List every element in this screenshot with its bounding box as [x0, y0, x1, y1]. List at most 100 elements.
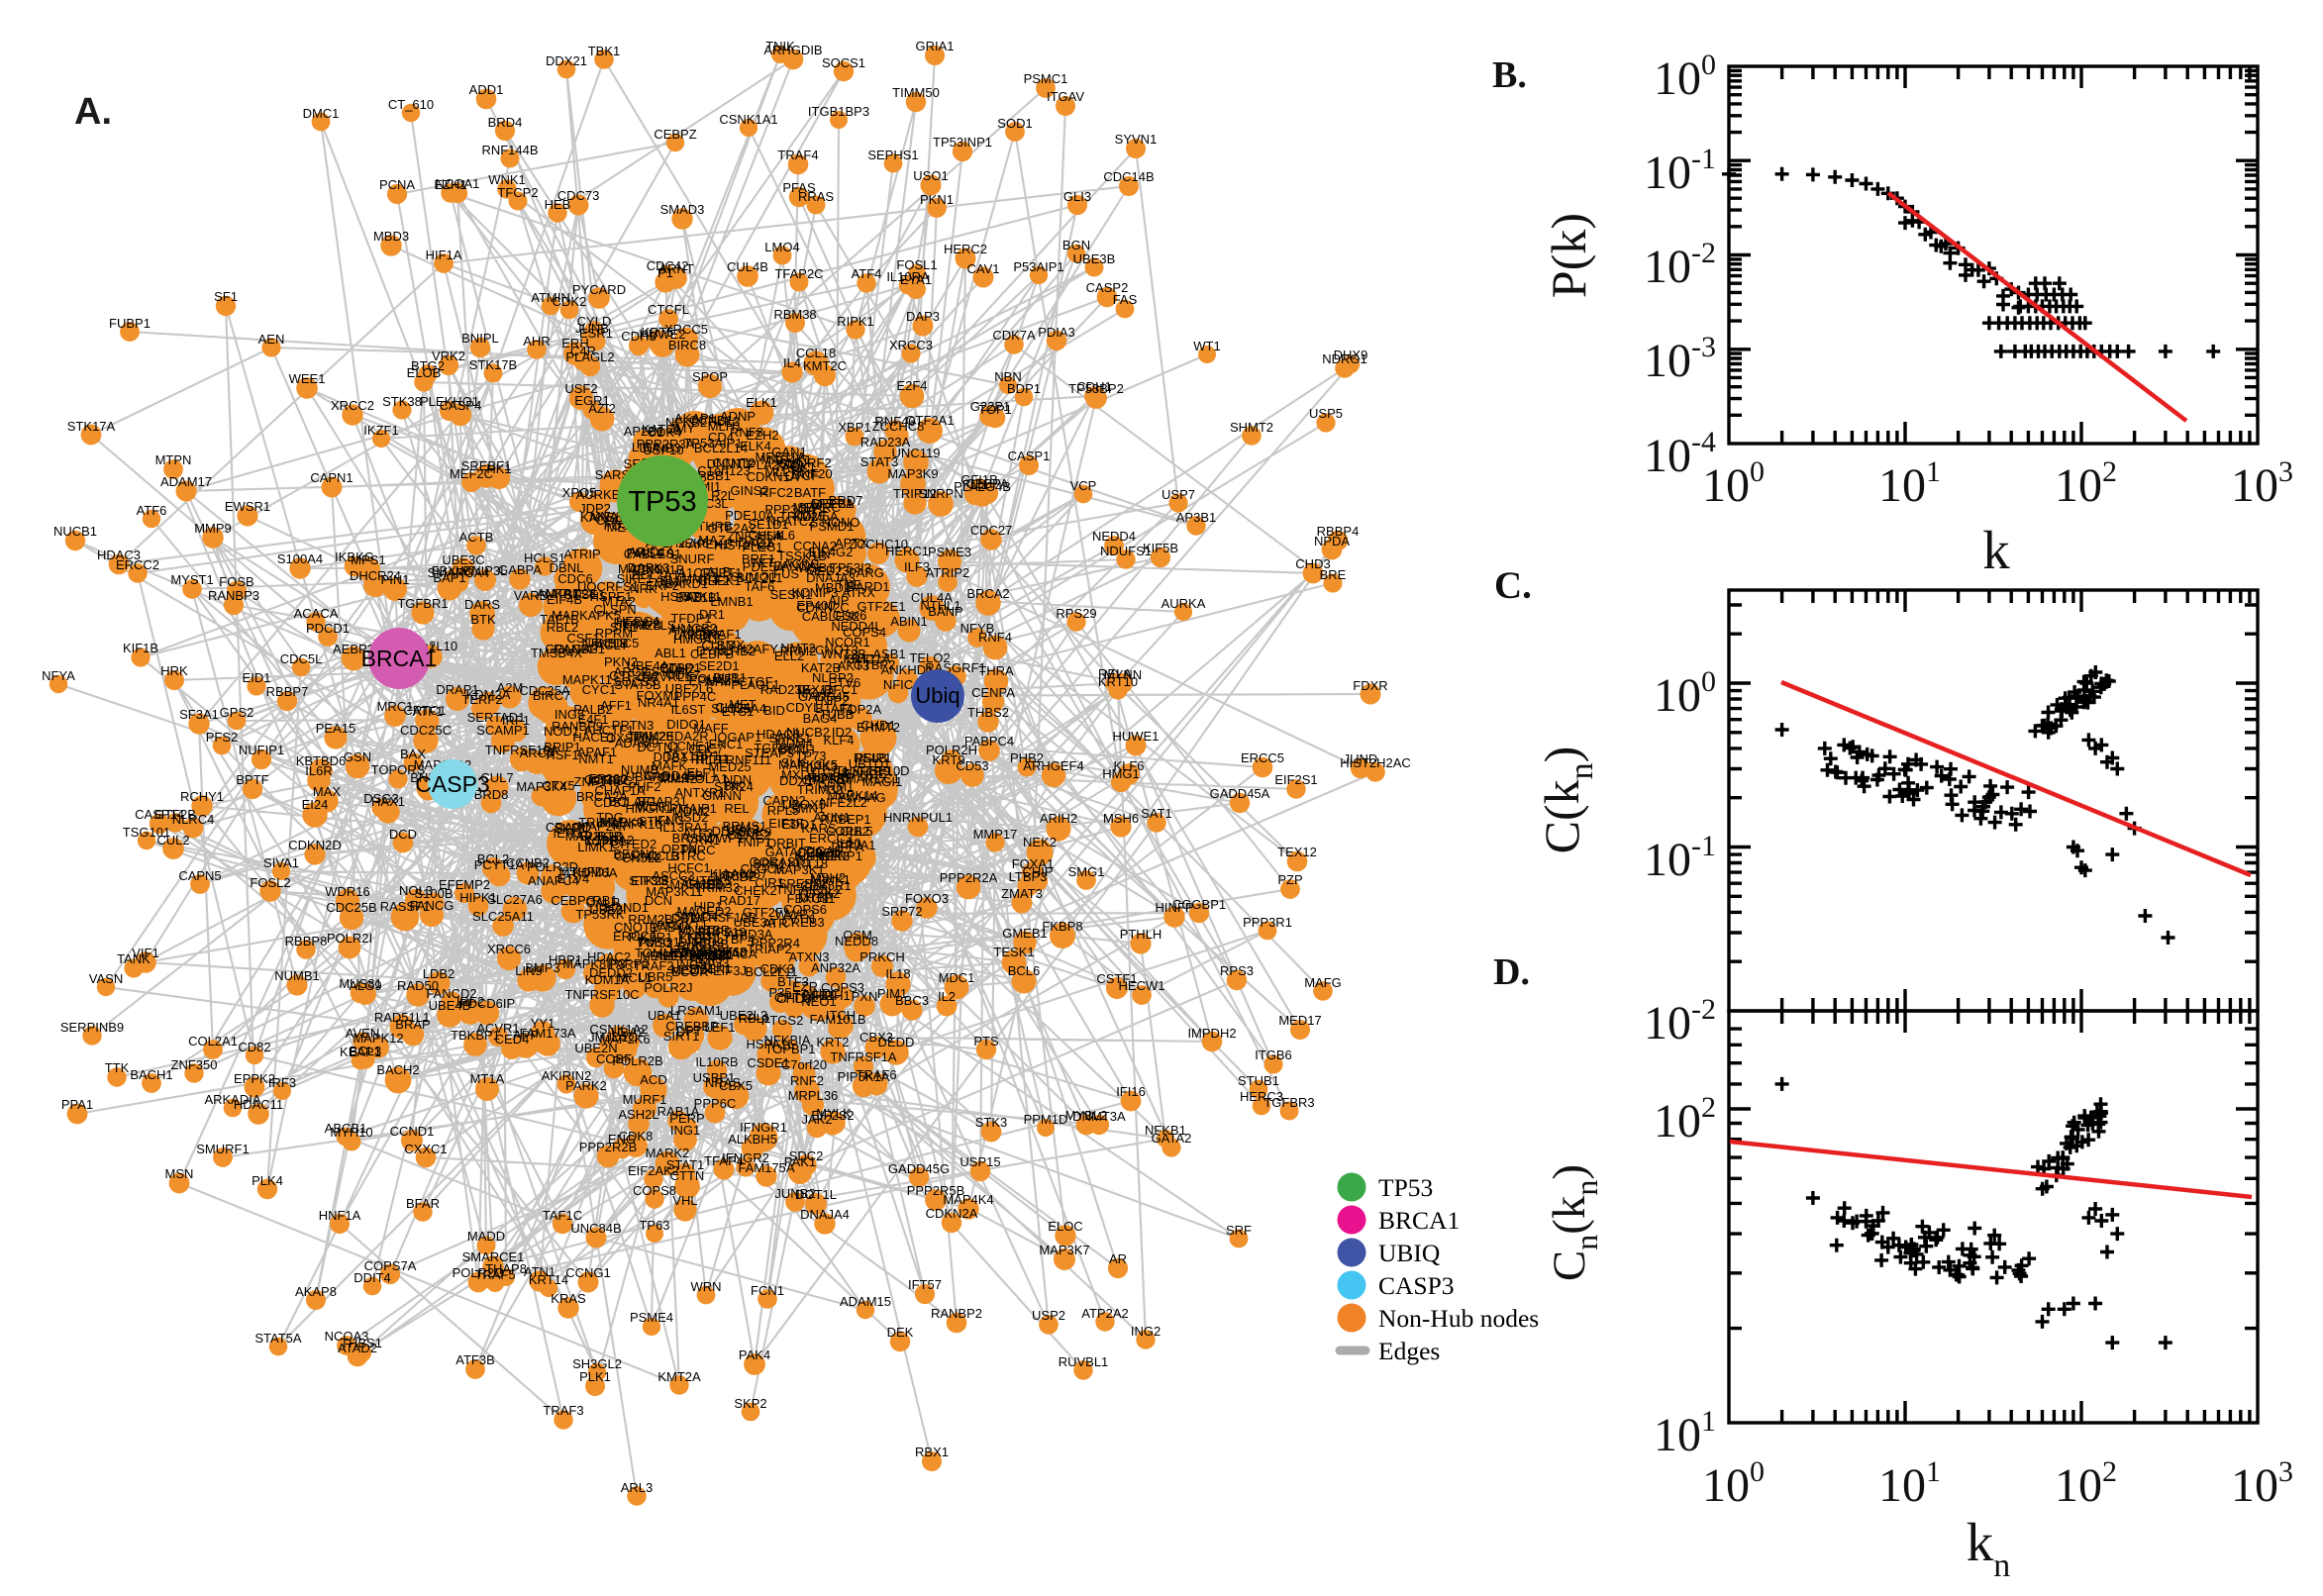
svg-text:FOXM1: FOXM1 [637, 688, 681, 703]
svg-text:DAP3: DAP3 [906, 309, 940, 324]
svg-text:SREBF1: SREBF1 [461, 458, 512, 473]
svg-text:ACD: ACD [640, 1072, 666, 1087]
svg-text:PAK4: PAK4 [739, 1347, 770, 1362]
svg-text:CDC14B: CDC14B [1103, 169, 1154, 184]
svg-text:UBAP2: UBAP2 [626, 769, 668, 784]
svg-text:BARD1: BARD1 [847, 579, 889, 594]
svg-text:A1CF: A1CF [677, 565, 710, 580]
svg-text:SESN1: SESN1 [770, 587, 813, 602]
svg-text:ERCC6: ERCC6 [613, 929, 656, 944]
svg-text:CXXC1: CXXC1 [404, 1142, 447, 1156]
svg-text:BRE: BRE [1320, 567, 1347, 582]
svg-text:SMAD3: SMAD3 [660, 202, 705, 217]
svg-text:KRT14: KRT14 [529, 1272, 568, 1287]
svg-text:ITGB1BP3: ITGB1BP3 [808, 104, 869, 119]
svg-text:ITGB6: ITGB6 [1255, 1047, 1292, 1062]
svg-text:EDD1: EDD1 [782, 817, 817, 832]
svg-text:RNF2: RNF2 [790, 1073, 824, 1088]
svg-text:TFAP2C: TFAP2C [774, 266, 823, 281]
svg-text:NFATC2: NFATC2 [767, 514, 816, 529]
svg-text:EHMT2: EHMT2 [857, 720, 900, 735]
svg-text:ADAM9: ADAM9 [615, 736, 659, 750]
svg-text:IL13RA2: IL13RA2 [584, 833, 635, 848]
svg-text:VCP: VCP [1070, 478, 1097, 493]
svg-text:RPS29: RPS29 [1056, 606, 1096, 621]
svg-text:USF2: USF2 [564, 381, 597, 396]
svg-text:HIST2H3A: HIST2H3A [714, 538, 775, 552]
svg-text:LMO4: LMO4 [764, 240, 799, 254]
svg-text:ADD1: ADD1 [469, 82, 504, 97]
svg-text:MMP3: MMP3 [681, 571, 719, 586]
svg-text:P(k): P(k) [1541, 213, 1596, 298]
svg-text:JUNB3: JUNB3 [640, 441, 680, 455]
svg-text:FANCA: FANCA [773, 558, 817, 573]
svg-text:P35: P35 [768, 985, 791, 1000]
svg-text:RBBP7: RBBP7 [266, 684, 309, 699]
svg-text:FANCE: FANCE [844, 766, 887, 781]
svg-text:Non-Hub nodes: Non-Hub nodes [1378, 1304, 1539, 1333]
svg-text:HMGA1: HMGA1 [673, 632, 719, 647]
svg-text:DRAP1: DRAP1 [436, 682, 478, 697]
svg-text:BTRC: BTRC [670, 848, 705, 863]
svg-text:CDC5L: CDC5L [280, 651, 323, 666]
svg-text:PKN1: PKN1 [920, 192, 954, 207]
svg-text:KRT18: KRT18 [788, 856, 828, 871]
svg-text:ABCB1: ABCB1 [325, 1121, 367, 1136]
svg-text:FAM173A: FAM173A [519, 1026, 575, 1041]
svg-text:ERP2: ERP2 [646, 578, 679, 593]
svg-text:MAP3K9: MAP3K9 [887, 466, 938, 481]
svg-text:CDYL: CDYL [786, 700, 821, 715]
svg-text:ATRIP2: ATRIP2 [926, 565, 970, 580]
svg-text:UBA3: UBA3 [726, 822, 759, 837]
svg-text:BNIPL: BNIPL [461, 331, 499, 346]
svg-text:TIGAR: TIGAR [804, 844, 844, 858]
svg-text:CDS1: CDS1 [594, 795, 629, 810]
svg-text:TUBG1: TUBG1 [637, 935, 679, 949]
svg-text:POLA1: POLA1 [686, 771, 728, 786]
svg-text:TSG101: TSG101 [123, 825, 170, 840]
svg-text:MAP2K7: MAP2K7 [577, 819, 628, 834]
svg-text:AKIRIN2: AKIRIN2 [542, 1068, 592, 1083]
svg-text:MAGED2: MAGED2 [677, 904, 732, 919]
svg-text:HELLS: HELLS [635, 618, 676, 633]
svg-text:CD4: CD4 [708, 430, 734, 445]
svg-text:KEAP1: KEAP1 [340, 1045, 381, 1059]
svg-text:GSTM4: GSTM4 [642, 664, 686, 679]
svg-text:MAP3K11: MAP3K11 [646, 884, 703, 899]
svg-text:SOD1: SOD1 [997, 116, 1032, 131]
svg-text:SLC25A4: SLC25A4 [711, 701, 766, 716]
svg-text:ALB: ALB [707, 564, 732, 579]
svg-text:ING5: ING5 [555, 707, 584, 722]
svg-text:NFE2L2: NFE2L2 [820, 795, 867, 810]
svg-text:TNFRSF10B: TNFRSF10B [683, 910, 757, 925]
svg-text:TRAF5: TRAF5 [474, 1267, 515, 1282]
svg-text:POLR2H: POLR2H [926, 743, 977, 757]
svg-text:ERCC5: ERCC5 [1241, 750, 1284, 765]
svg-text:TP53: TP53 [628, 486, 696, 518]
svg-text:USP15: USP15 [960, 1154, 1000, 1169]
svg-text:DHX9: DHX9 [1334, 348, 1368, 362]
svg-text:PYCARD: PYCARD [572, 282, 626, 297]
svg-text:CDKN1A: CDKN1A [747, 469, 799, 484]
svg-text:TNFRSF1A: TNFRSF1A [830, 1049, 897, 1064]
svg-text:MAP3K1: MAP3K1 [773, 862, 824, 877]
svg-text:GTF2E1: GTF2E1 [857, 599, 905, 614]
svg-text:SKP1: SKP1 [554, 821, 586, 836]
svg-text:RBM38: RBM38 [773, 307, 816, 322]
svg-text:RELA: RELA [1098, 666, 1132, 681]
svg-text:RRM1: RRM1 [818, 779, 855, 794]
svg-text:STK11: STK11 [683, 589, 722, 604]
svg-text:PIM1: PIM1 [877, 986, 907, 1001]
svg-text:RANBP2: RANBP2 [931, 1306, 982, 1321]
svg-text:TRAF3: TRAF3 [543, 1403, 583, 1418]
svg-text:PPA1: PPA1 [61, 1097, 93, 1112]
svg-text:TNIP2: TNIP2 [813, 693, 850, 708]
svg-text:NDUFS1: NDUFS1 [1100, 544, 1152, 558]
svg-text:IL10: IL10 [836, 836, 860, 850]
svg-text:CALR: CALR [586, 895, 621, 910]
svg-text:DHCR24: DHCR24 [350, 568, 401, 583]
svg-text:CN5L2: CN5L2 [622, 850, 661, 865]
svg-text:CENPA: CENPA [971, 685, 1015, 700]
svg-text:TRIM63: TRIM63 [701, 945, 747, 959]
svg-text:SMAD4: SMAD4 [674, 909, 719, 924]
